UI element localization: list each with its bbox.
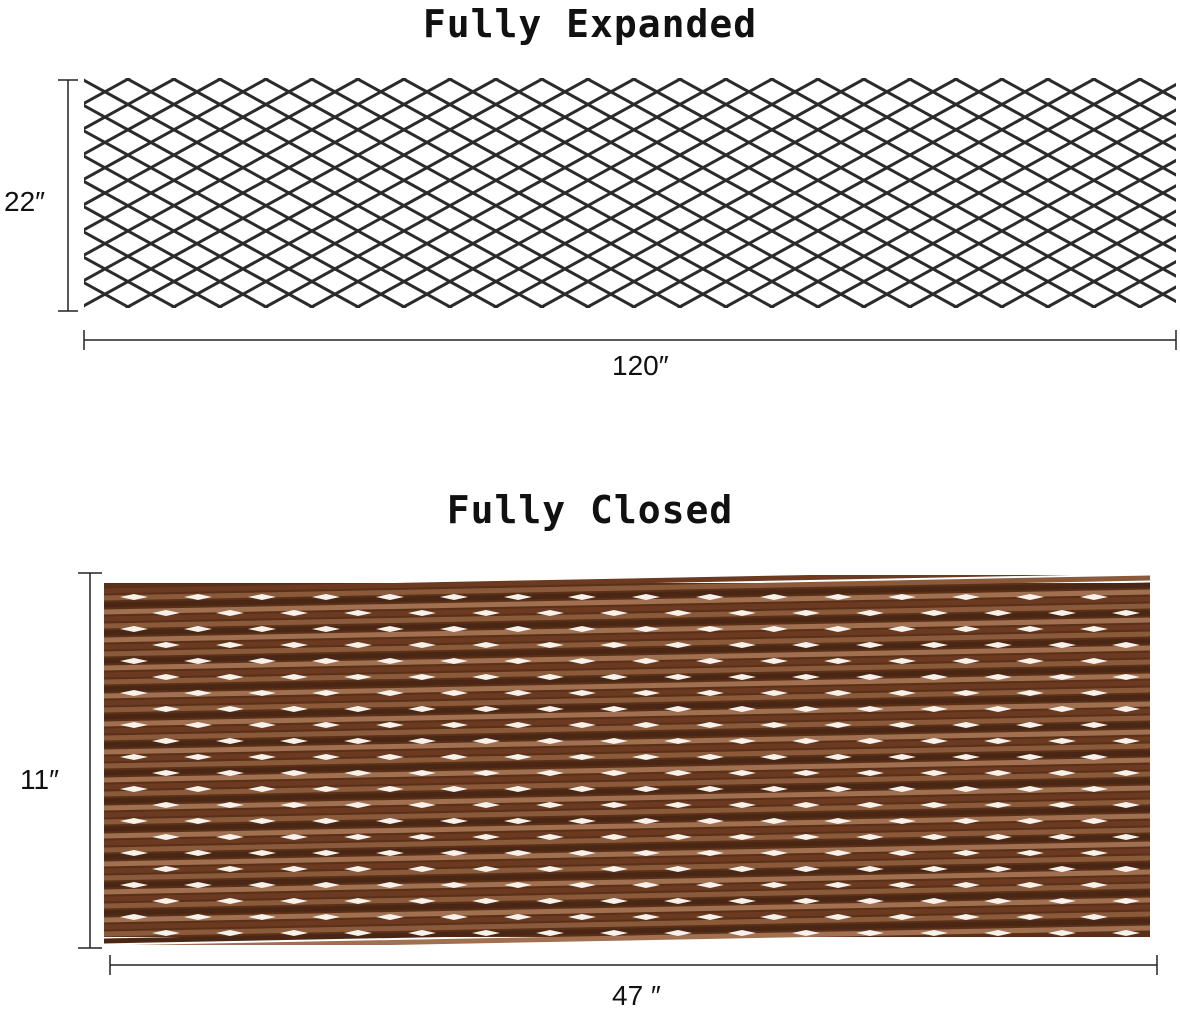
expanded-width-label: 120″	[612, 350, 669, 381]
expanded-trellis-image	[84, 78, 1176, 308]
expanded-height-label: 22″	[4, 186, 46, 217]
closed-trellis-image	[104, 575, 1150, 945]
title-fully-expanded: Fully Expanded	[422, 2, 758, 46]
closed-width-label: 47 ″	[612, 980, 661, 1011]
title-fully-closed: Fully Closed	[446, 488, 734, 532]
closed-height-label: 11″	[20, 764, 59, 795]
